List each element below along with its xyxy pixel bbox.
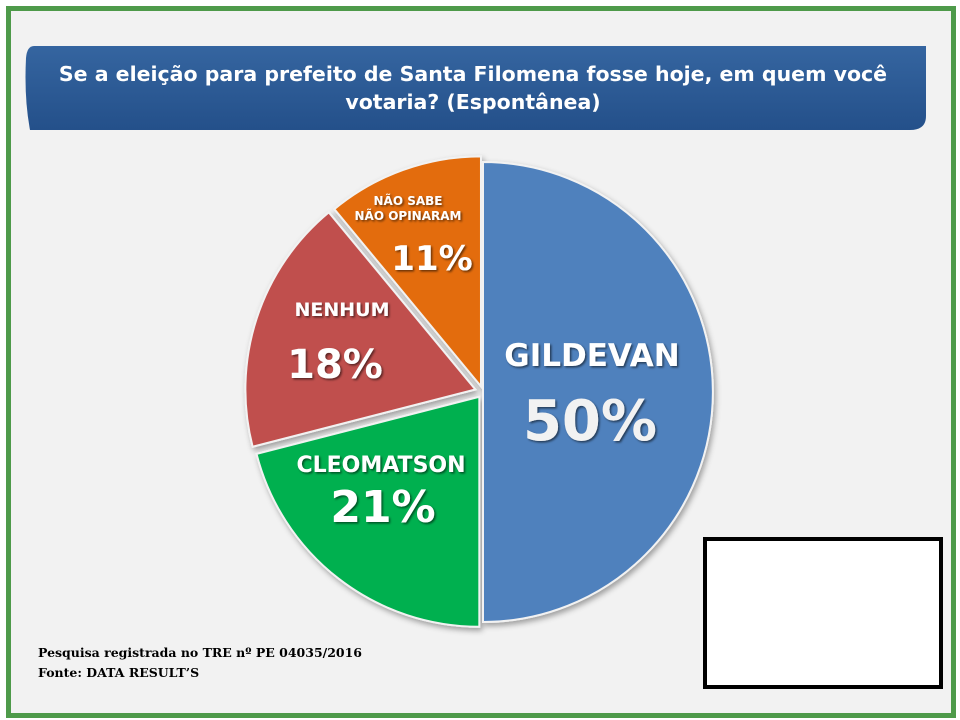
footer: Pesquisa registrada no TRE nº PE 04035/2… [38,643,362,683]
slice-label-nao-sabe-line2: NÃO OPINARAM [355,208,462,223]
pie-slice-nao-sabe [332,155,482,390]
title-banner: Se a eleição para prefeito de Santa Filo… [20,38,926,130]
footer-registration: Pesquisa registrada no TRE nº PE 04035/2… [38,645,362,660]
slice-label-cleomatson: CLEOMATSON [296,453,465,478]
slice-value-nao-sabe: 11% [391,239,472,279]
chart-title: Se a eleição para prefeito de Santa Filo… [58,62,888,114]
slice-label-nenhum: NENHUM [294,299,389,321]
slice-label-nao-sabe-line1: NÃO SABE [374,193,443,208]
blank-box [703,537,943,689]
pie-slice-cleomatson [255,395,481,628]
slice-value-cleomatson: 21% [330,482,435,533]
pie-slice-gildevan [482,160,714,624]
footer-source: Fonte: DATA RESULT’S [38,665,200,680]
slice-value-gildevan: 50% [523,389,657,454]
slice-value-nenhum: 18% [287,342,383,388]
pie-slice-nenhum [244,210,478,448]
slice-label-gildevan: GILDEVAN [504,338,679,374]
